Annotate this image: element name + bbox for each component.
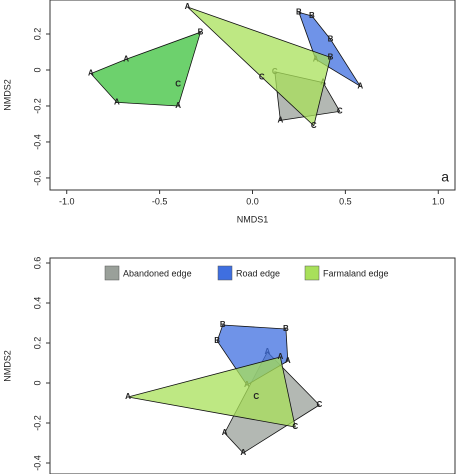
y-tick-label: -0.6: [32, 170, 42, 186]
point-label: C: [337, 106, 343, 115]
y-tick-label: -0.2: [32, 98, 42, 114]
point-label: A: [277, 115, 283, 124]
point-label: A: [357, 81, 363, 90]
plot: BAAAACCACABBBAAABCC: [88, 2, 363, 130]
plot-frame: [49, 0, 456, 191]
point-label: B: [198, 27, 204, 36]
x-tick-label: -0.5: [152, 196, 168, 206]
point-label: A: [185, 2, 191, 11]
point-label: C: [311, 121, 317, 130]
point-label: C: [259, 72, 265, 81]
legend-label: Farmaland edge: [323, 268, 389, 278]
y-axis-label: NMDS2: [2, 79, 12, 111]
y-tick-label: 0.6: [32, 257, 42, 270]
panel-label: a: [441, 169, 449, 185]
y-tick-label: -0.2: [32, 415, 42, 431]
point-label: B: [220, 320, 226, 329]
legend-swatch: [304, 265, 320, 281]
point-label: A: [114, 97, 120, 106]
legend-swatch: [104, 265, 120, 281]
y-tick-label: 0.2: [32, 28, 42, 41]
point-label: A: [285, 356, 291, 365]
point-label: B: [283, 324, 289, 333]
hull: [187, 6, 332, 127]
point-label: A: [277, 352, 283, 361]
hull: [90, 31, 202, 107]
y-tick-label: 0.4: [32, 297, 42, 310]
point-label: C: [175, 79, 181, 88]
point-label: C: [316, 400, 322, 409]
point-label: B: [296, 8, 302, 17]
x-tick-label: -1.0: [59, 196, 75, 206]
point-label: A: [240, 448, 246, 457]
y-tick-label: -0.4: [32, 134, 42, 150]
y-tick-label: -0.4: [32, 455, 42, 471]
point-label: B: [309, 11, 315, 20]
x-tick-label: 0.0: [246, 196, 259, 206]
point-label: B: [214, 336, 220, 345]
point-label: A: [222, 428, 228, 437]
plot: ACAABBAABAACC: [125, 320, 322, 457]
point-label: B: [328, 53, 334, 62]
point-label: B: [328, 35, 334, 44]
x-tick-label: 0.5: [339, 196, 352, 206]
plot-frame: [49, 257, 456, 474]
x-tick-label: 1.0: [432, 196, 445, 206]
point-label: A: [88, 69, 94, 78]
legend-swatch: [217, 265, 233, 281]
legend-label: Road edge: [236, 268, 280, 278]
point-label: C: [292, 422, 298, 431]
x-axis-label: NMDS1: [237, 214, 269, 224]
point-label: A: [125, 392, 131, 401]
point-label: A: [175, 101, 181, 110]
y-tick-label: 0: [32, 67, 42, 72]
legend-label: Abandoned edge: [123, 268, 192, 278]
y-tick-label: 0.2: [32, 337, 42, 350]
y-axis-label: NMDS2: [2, 350, 12, 382]
point-label: A: [123, 54, 129, 63]
point-label: C: [253, 392, 259, 401]
y-tick-label: 0: [32, 380, 42, 385]
hull: [127, 356, 296, 428]
